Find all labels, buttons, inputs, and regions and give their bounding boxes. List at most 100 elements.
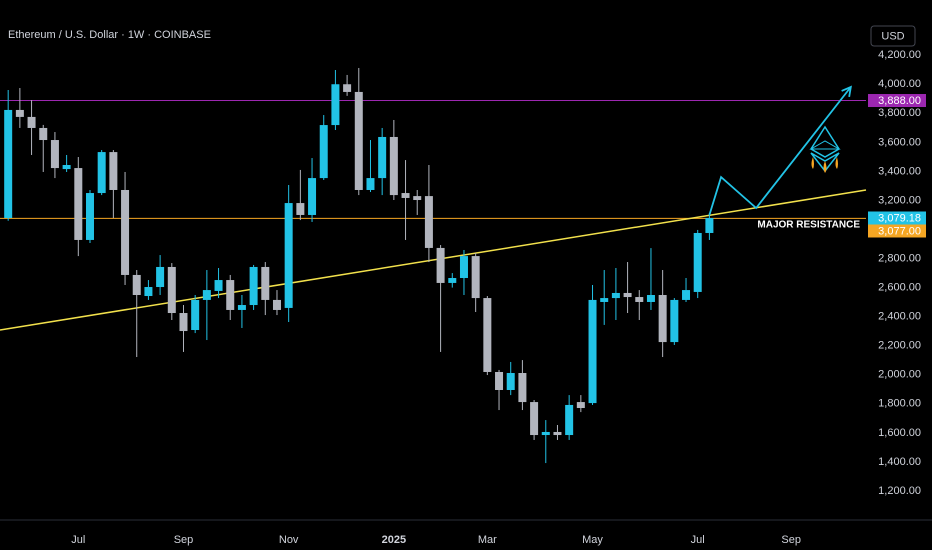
candle-body <box>658 295 667 343</box>
y-tick-label: 2,200.00 <box>878 340 921 352</box>
candle-body <box>319 125 328 179</box>
candle-body <box>74 168 83 240</box>
x-tick-label: Jul <box>691 534 705 546</box>
candle-body <box>646 295 655 302</box>
candle-body <box>495 371 504 390</box>
candle-body <box>156 266 165 288</box>
candle-body <box>635 297 644 302</box>
x-tick-label: Jul <box>71 534 85 546</box>
candle-body <box>97 152 106 194</box>
trendline <box>0 189 867 331</box>
y-tick-label: 2,400.00 <box>878 311 921 323</box>
x-tick-label: Sep <box>781 534 801 546</box>
candle-body <box>191 299 200 331</box>
candle-body <box>109 152 118 190</box>
currency-label[interactable]: USD <box>881 30 904 42</box>
candle-body <box>296 203 305 215</box>
candle-body <box>471 256 480 299</box>
y-tick-label: 1,800.00 <box>878 398 921 410</box>
y-tick-label: 2,800.00 <box>878 252 921 264</box>
candle-body <box>389 136 398 196</box>
candle-body <box>202 290 211 300</box>
level-note: MAJOR RESISTANCE <box>757 220 860 231</box>
candle-body <box>623 292 632 298</box>
candle-body <box>261 266 270 300</box>
candle-body <box>214 280 223 291</box>
candle-body <box>436 247 445 283</box>
candle-body <box>600 298 609 302</box>
candle-body <box>518 373 527 403</box>
candle-body <box>39 127 48 141</box>
currency-button[interactable] <box>870 25 916 47</box>
candle-body <box>378 136 387 179</box>
candle-body <box>705 217 714 233</box>
price-label-box <box>868 94 926 108</box>
candle-body <box>565 404 574 436</box>
candle-body <box>50 140 59 169</box>
logo-diamond <box>809 125 841 158</box>
y-tick-label: 2,600.00 <box>878 282 921 294</box>
candle-body <box>553 431 562 436</box>
logo-lower <box>810 152 840 173</box>
candle-body <box>343 84 352 92</box>
candle-body <box>506 373 515 390</box>
plot-area: 1,200.00 1,400.00 1,600.00 1,800.00 2,000.00… <box>0 49 926 546</box>
x-tick-label: Sep <box>174 534 194 546</box>
y-tick-label: 3,200.00 <box>878 194 921 206</box>
candle-body <box>284 203 293 308</box>
candle-body <box>401 193 410 198</box>
candle-body <box>693 232 702 292</box>
x-tick-label: 2025 <box>382 534 406 546</box>
y-tick-label: 2,000.00 <box>878 369 921 381</box>
ethereum-logo <box>809 125 841 173</box>
candle-body <box>530 402 539 436</box>
price-label-box <box>868 224 926 238</box>
price-label: 3,079.18 <box>878 212 921 224</box>
x-tick-label: May <box>582 534 603 546</box>
candle-body <box>121 189 130 275</box>
candle-body <box>27 116 36 128</box>
candle-body <box>62 165 71 170</box>
candle-body <box>167 266 176 314</box>
x-tick-label: Mar <box>478 534 497 546</box>
candle-body <box>308 178 317 215</box>
candle-body <box>179 313 188 332</box>
y-tick-label: 1,600.00 <box>878 427 921 439</box>
candle-body <box>483 298 492 372</box>
logo-flames <box>811 157 838 173</box>
chart-title: Ethereum / U.S. Dollar · 1W · COINBASE <box>8 29 211 41</box>
candle-body <box>459 256 468 279</box>
candle-body <box>249 266 258 306</box>
y-tick-label: 3,600.00 <box>878 136 921 148</box>
price-label: 3,888.00 <box>878 95 921 107</box>
candle-body <box>4 109 13 219</box>
candle-body <box>670 299 679 343</box>
candle-body <box>237 305 246 310</box>
candle-body <box>611 292 620 299</box>
candle-body <box>331 84 340 126</box>
candle-body <box>541 431 550 436</box>
y-tick-label: 3,400.00 <box>878 165 921 177</box>
candle-body <box>144 287 153 297</box>
candle-body <box>413 196 422 201</box>
candle-body <box>366 178 375 190</box>
y-tick-label: 4,200.00 <box>878 49 921 61</box>
x-tick-label: Nov <box>279 534 299 546</box>
candle-body <box>588 299 597 404</box>
y-tick-label: 1,200.00 <box>878 485 921 497</box>
candle-body <box>424 196 433 248</box>
candle-body <box>576 402 585 409</box>
price-label-box <box>868 211 926 225</box>
candle-body <box>226 280 235 310</box>
candle-body <box>448 278 457 283</box>
candle-body <box>682 290 691 300</box>
logo-mid <box>809 140 841 150</box>
candle-body <box>85 193 94 240</box>
candle-body <box>132 274 141 296</box>
projection-path <box>708 86 852 216</box>
candle-body <box>15 109 24 117</box>
arrow-head <box>841 85 852 98</box>
y-tick-label: 1,400.00 <box>878 456 921 468</box>
